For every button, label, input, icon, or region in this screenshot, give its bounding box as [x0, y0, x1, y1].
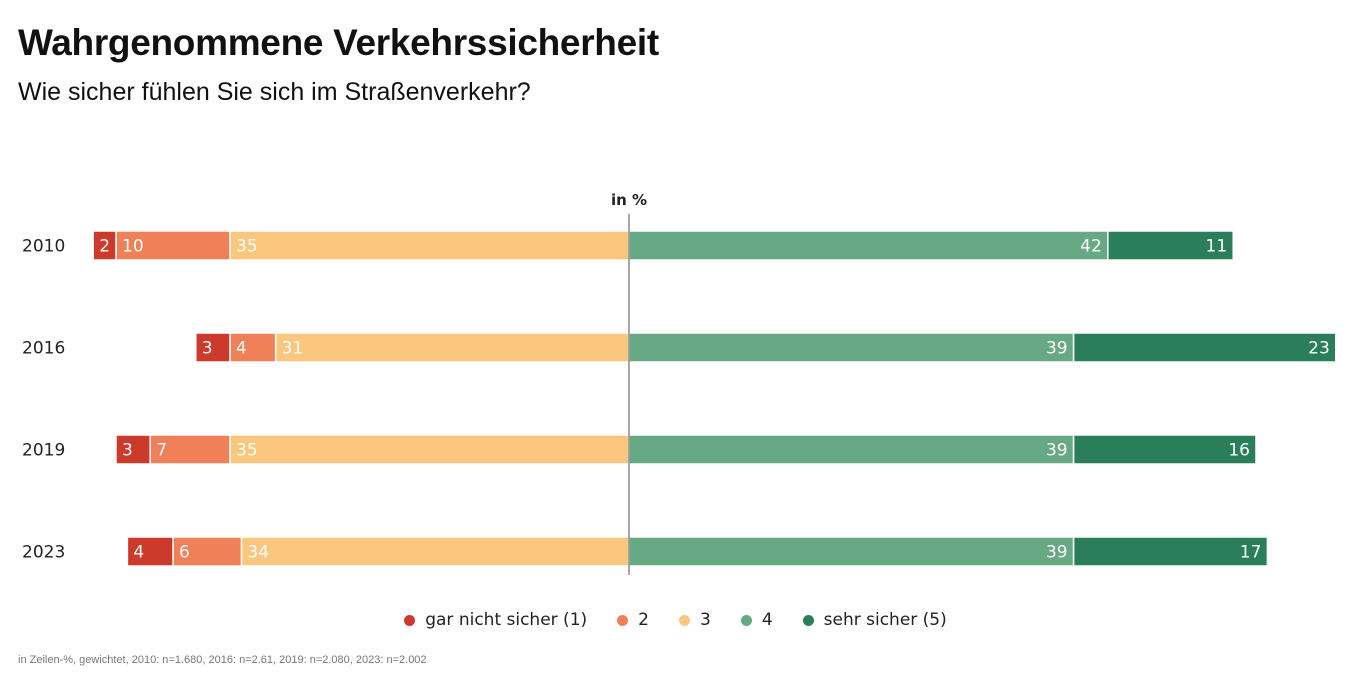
- bar-segment-gar-nicht-sicher-1-: [92, 230, 117, 261]
- data-label: 35: [236, 237, 258, 257]
- data-label: 2: [99, 237, 110, 257]
- unit-label: in %: [611, 191, 647, 209]
- bar-segment-sehr-sicher-5-: [1072, 332, 1337, 363]
- bar-segment-sehr-sicher-5-: [1072, 434, 1257, 465]
- category-label: 2016: [22, 339, 65, 359]
- bar-segment-3: [274, 332, 630, 363]
- bar-segment-2: [229, 332, 277, 363]
- category-label: 2023: [22, 543, 65, 563]
- data-label: 10: [122, 237, 144, 257]
- bar-segment-3: [229, 434, 630, 465]
- legend-label: 4: [761, 610, 773, 630]
- bar-segment-sehr-sicher-5-: [1107, 230, 1234, 261]
- bar-segment-sehr-sicher-5-: [1072, 536, 1269, 567]
- data-label: 17: [1240, 543, 1262, 563]
- chart-subtitle: Wie sicher fühlen Sie sich im Straßenver…: [18, 78, 531, 106]
- category-label: 2010: [22, 237, 65, 257]
- data-label: 11: [1206, 237, 1228, 257]
- bar-segment-gar-nicht-sicher-1-: [195, 332, 231, 363]
- footnote: in Zeilen-%, gewichtet, 2010: n=1.680, 2…: [18, 654, 427, 666]
- data-label: 3: [202, 339, 213, 359]
- data-label: 4: [236, 339, 247, 359]
- bar-row-2019: 2019 35 7 3 39 16: [22, 434, 1257, 465]
- bar-segment-4: [628, 230, 1109, 261]
- data-label: 3: [122, 441, 133, 461]
- legend-item: 3: [678, 610, 711, 630]
- legend-swatch: [802, 614, 814, 626]
- bar-segment-3: [229, 230, 630, 261]
- bar-segment-3: [240, 536, 630, 567]
- bar-row-2023: 2023 34 6 4 39 17: [22, 536, 1269, 567]
- bar-row-2010: 2010 35 10 2 42 11: [22, 230, 1234, 261]
- legend-item: sehr sicher (5): [802, 610, 947, 630]
- bar-segment-4: [628, 332, 1075, 363]
- legend-label: 3: [699, 610, 711, 630]
- legend-swatch: [740, 614, 752, 626]
- bar-segment-2: [149, 434, 231, 465]
- legend-swatch: [617, 614, 629, 626]
- bar-row-2016: 2016 31 4 3 39 23: [22, 332, 1337, 363]
- data-label: 7: [156, 441, 167, 461]
- bar-segment-gar-nicht-sicher-1-: [115, 434, 151, 465]
- bar-segment-2: [115, 230, 231, 261]
- diverging-bar-chart: in % 2010 35 10 2 42 11 2016 31 4 3 39 23 2019 35 7 3 39 1…: [22, 191, 1337, 575]
- data-label: 31: [282, 339, 304, 359]
- bar-segment-gar-nicht-sicher-1-: [126, 536, 174, 567]
- category-label: 2019: [22, 441, 65, 461]
- data-label: 39: [1046, 441, 1068, 461]
- legend-item: gar nicht sicher (1): [404, 610, 587, 630]
- data-label: 35: [236, 441, 258, 461]
- data-label: 23: [1308, 339, 1330, 359]
- data-label: 39: [1046, 543, 1068, 563]
- bar-segment-4: [628, 434, 1075, 465]
- data-label: 34: [247, 543, 269, 563]
- legend: gar nicht sicher (1) 2 3 4 sehr sicher (5): [0, 610, 1351, 630]
- bar-segment-2: [172, 536, 243, 567]
- legend-label: sehr sicher (5): [823, 610, 947, 630]
- legend-label: 2: [638, 610, 649, 630]
- chart-title: Wahrgenommene Verkehrssicherheit: [18, 22, 659, 63]
- legend-item: 4: [740, 610, 773, 630]
- legend-swatch: [404, 614, 416, 626]
- data-label: 4: [133, 543, 144, 563]
- legend-swatch: [678, 614, 690, 626]
- data-label: 42: [1080, 237, 1102, 257]
- bar-segment-4: [628, 536, 1075, 567]
- legend-item: 2: [617, 610, 649, 630]
- data-label: 6: [179, 543, 190, 563]
- data-label: 39: [1046, 339, 1068, 359]
- data-label: 16: [1228, 441, 1250, 461]
- legend-label: gar nicht sicher (1): [425, 610, 588, 630]
